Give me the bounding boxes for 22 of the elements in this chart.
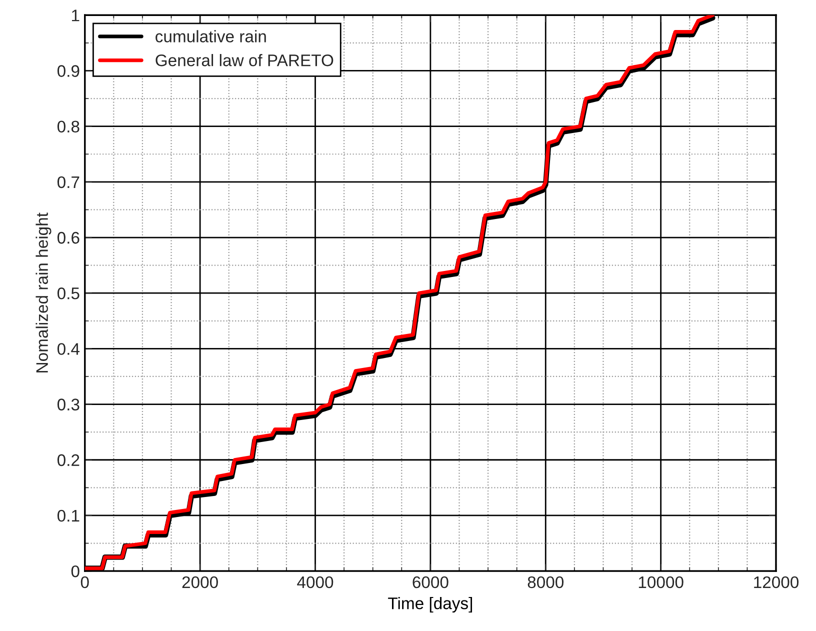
- y-tick-label: 0.1: [57, 510, 80, 522]
- y-axis-title: Nomalized rain height: [36, 212, 52, 372]
- legend-label: cumulative rain: [156, 30, 266, 42]
- x-tick-label: 10000: [638, 576, 684, 588]
- x-tick-label: 0: [80, 576, 89, 588]
- x-tick-label: 4000: [297, 576, 334, 588]
- y-tick-label: 0.6: [57, 232, 80, 244]
- y-tick-label: 0.2: [57, 454, 80, 466]
- x-axis-title: Time [days]: [388, 597, 472, 613]
- x-tick-label: 8000: [528, 576, 564, 588]
- y-tick-label: 0.8: [57, 120, 80, 133]
- y-tick-label: 0.7: [57, 176, 80, 188]
- x-tick-label: 12000: [754, 576, 799, 588]
- x-tick-label: 2000: [182, 576, 218, 588]
- y-tick-label: 0.9: [57, 65, 80, 77]
- y-tick-label: 1: [72, 10, 80, 22]
- y-tick-label: 0: [71, 565, 80, 578]
- y-tick-label: 0.5: [57, 288, 80, 300]
- x-tick-label: 6000: [412, 576, 448, 588]
- y-tick-label: 0.4: [57, 343, 80, 355]
- y-tick-label: 0.3: [57, 398, 80, 410]
- legend-label: General law of PARETO: [156, 54, 334, 66]
